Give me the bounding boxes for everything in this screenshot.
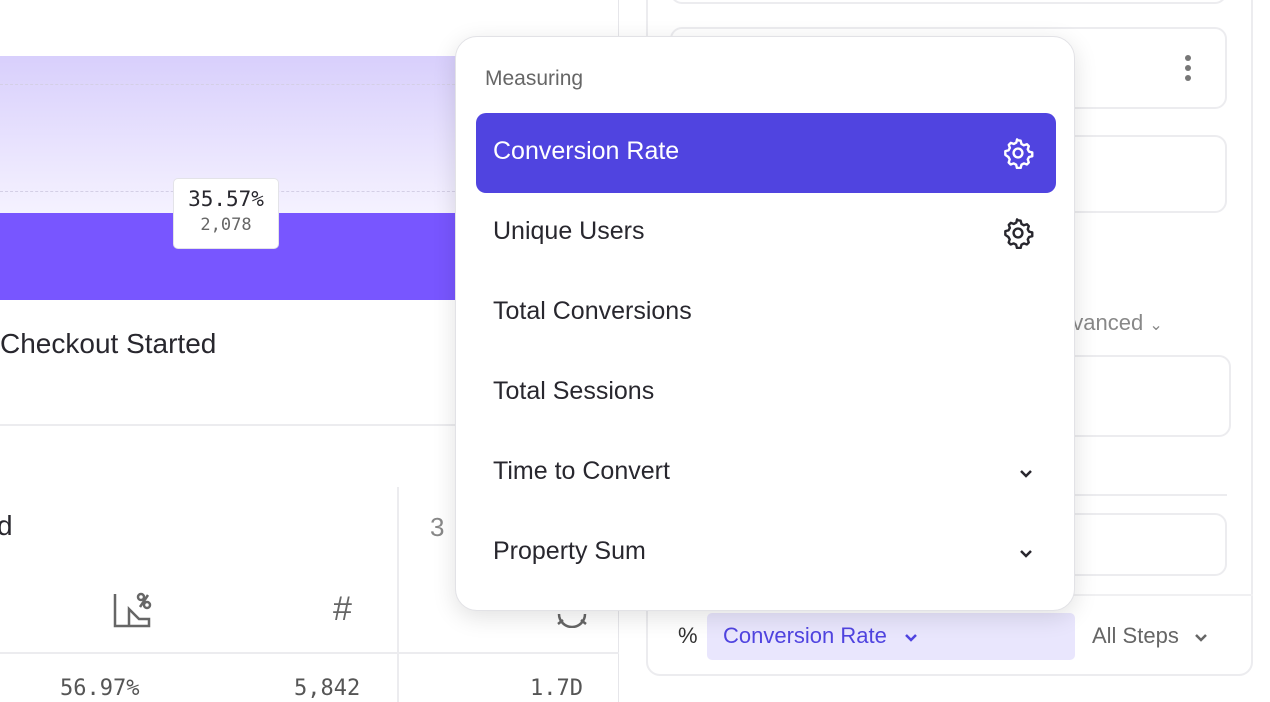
chevron-down-icon <box>905 634 917 642</box>
funnel-chart-panel: 35.57% 2,078 Checkout Started d 3 # 56.9… <box>0 0 619 702</box>
input-box[interactable] <box>670 0 1227 4</box>
count-cell: 5,842 <box>294 676 361 701</box>
percent-icon: % <box>678 623 698 648</box>
step-name: Checkout Started <box>0 328 217 359</box>
clock-icon <box>557 613 587 628</box>
menu-item-time-to-convert[interactable]: Time to Convert <box>476 433 1056 513</box>
advanced-toggle[interactable]: dvanced ⌄ <box>1060 310 1163 336</box>
table-header-step-3: 3 <box>430 512 445 542</box>
menu-item-label: Unique Users <box>493 217 645 245</box>
menu-item-label: Total Sessions <box>493 377 655 405</box>
count-label: 2,078 <box>200 215 252 235</box>
measuring-menu: Measuring Conversion Rate Unique Users T… <box>455 36 1075 611</box>
bar-value-label: 35.57% 2,078 <box>173 178 279 249</box>
measure-dropdown[interactable]: Conversion Rate <box>707 613 1075 660</box>
menu-item-label: Time to Convert <box>493 457 670 485</box>
menu-item-total-sessions[interactable]: Total Sessions <box>476 353 1056 433</box>
gear-icon[interactable] <box>1002 137 1034 169</box>
chevron-down-icon <box>1195 634 1207 642</box>
chevron-down-icon[interactable] <box>1010 457 1042 489</box>
menu-item-total-conversions[interactable]: Total Conversions <box>476 273 1056 353</box>
menu-item-label: Total Conversions <box>493 297 692 325</box>
menu-item-conversion-rate[interactable]: Conversion Rate <box>476 113 1056 193</box>
gridline <box>0 84 470 85</box>
steps-dropdown[interactable]: All Steps <box>1092 623 1209 649</box>
conversion-percent-icon <box>113 592 152 628</box>
chevron-down-icon[interactable] <box>1010 537 1042 569</box>
conversion-rate-label: 35.57% <box>188 187 264 211</box>
conversion-rate-cell: 56.97% <box>60 676 140 701</box>
gear-icon[interactable] <box>1002 217 1034 249</box>
menu-item-label: Conversion Rate <box>493 137 680 165</box>
measure-value: Conversion Rate <box>723 623 887 648</box>
steps-value: All Steps <box>1092 623 1179 648</box>
time-cell: 1.7D <box>530 676 583 701</box>
table-header-step: d <box>0 510 13 541</box>
menu-title: Measuring <box>485 67 584 90</box>
kebab-menu-icon[interactable] <box>1183 55 1193 83</box>
menu-item-label: Property Sum <box>493 537 646 565</box>
menu-item-unique-users[interactable]: Unique Users <box>476 193 1056 273</box>
divider <box>0 424 619 426</box>
column-divider <box>397 487 399 702</box>
menu-item-property-sum[interactable]: Property Sum <box>476 513 1056 593</box>
count-icon: # <box>333 590 352 628</box>
chevron-down-icon: ⌄ <box>1149 317 1163 334</box>
row-divider <box>0 652 619 654</box>
